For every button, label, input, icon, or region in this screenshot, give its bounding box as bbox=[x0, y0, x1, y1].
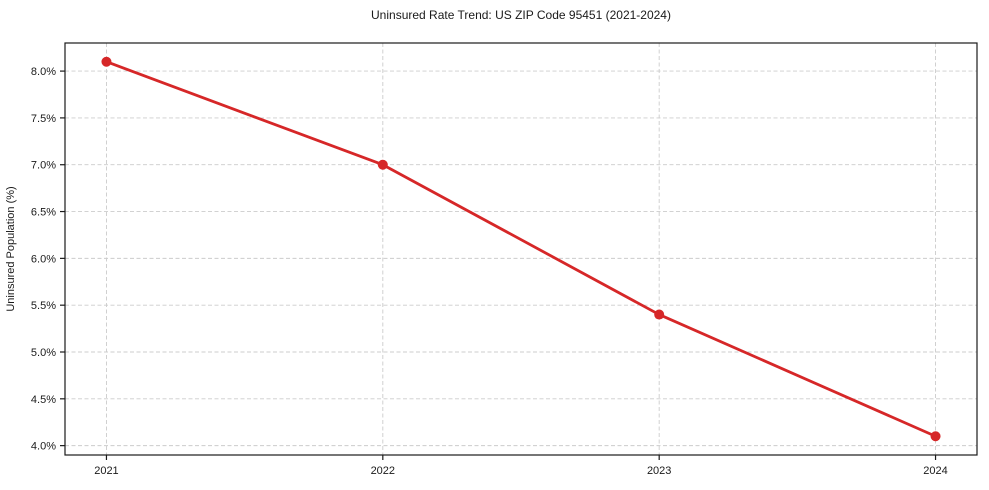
y-tick-label: 4.5% bbox=[31, 394, 56, 406]
y-tick-label: 5.0% bbox=[31, 347, 56, 359]
x-tick-label: 2023 bbox=[647, 465, 671, 477]
data-point bbox=[654, 309, 665, 320]
x-tick-label: 2021 bbox=[94, 465, 118, 477]
y-tick-label: 4.0% bbox=[31, 441, 56, 453]
x-tick-label: 2022 bbox=[371, 465, 395, 477]
data-point bbox=[101, 56, 112, 67]
x-tick-label: 2024 bbox=[923, 465, 947, 477]
y-axis-label: Uninsured Population (%) bbox=[5, 186, 17, 311]
y-tick-label: 6.5% bbox=[31, 207, 56, 219]
y-tick-label: 6.0% bbox=[31, 253, 56, 265]
y-tick-label: 7.0% bbox=[31, 160, 56, 172]
data-point bbox=[377, 159, 388, 170]
y-tick-label: 7.5% bbox=[31, 113, 56, 125]
chart-title: Uninsured Rate Trend: US ZIP Code 95451 … bbox=[371, 8, 671, 22]
y-tick-label: 8.0% bbox=[31, 66, 56, 78]
data-point bbox=[930, 431, 941, 442]
y-tick-label: 5.5% bbox=[31, 300, 56, 312]
plot-border bbox=[64, 42, 978, 456]
line-series bbox=[105, 60, 937, 438]
